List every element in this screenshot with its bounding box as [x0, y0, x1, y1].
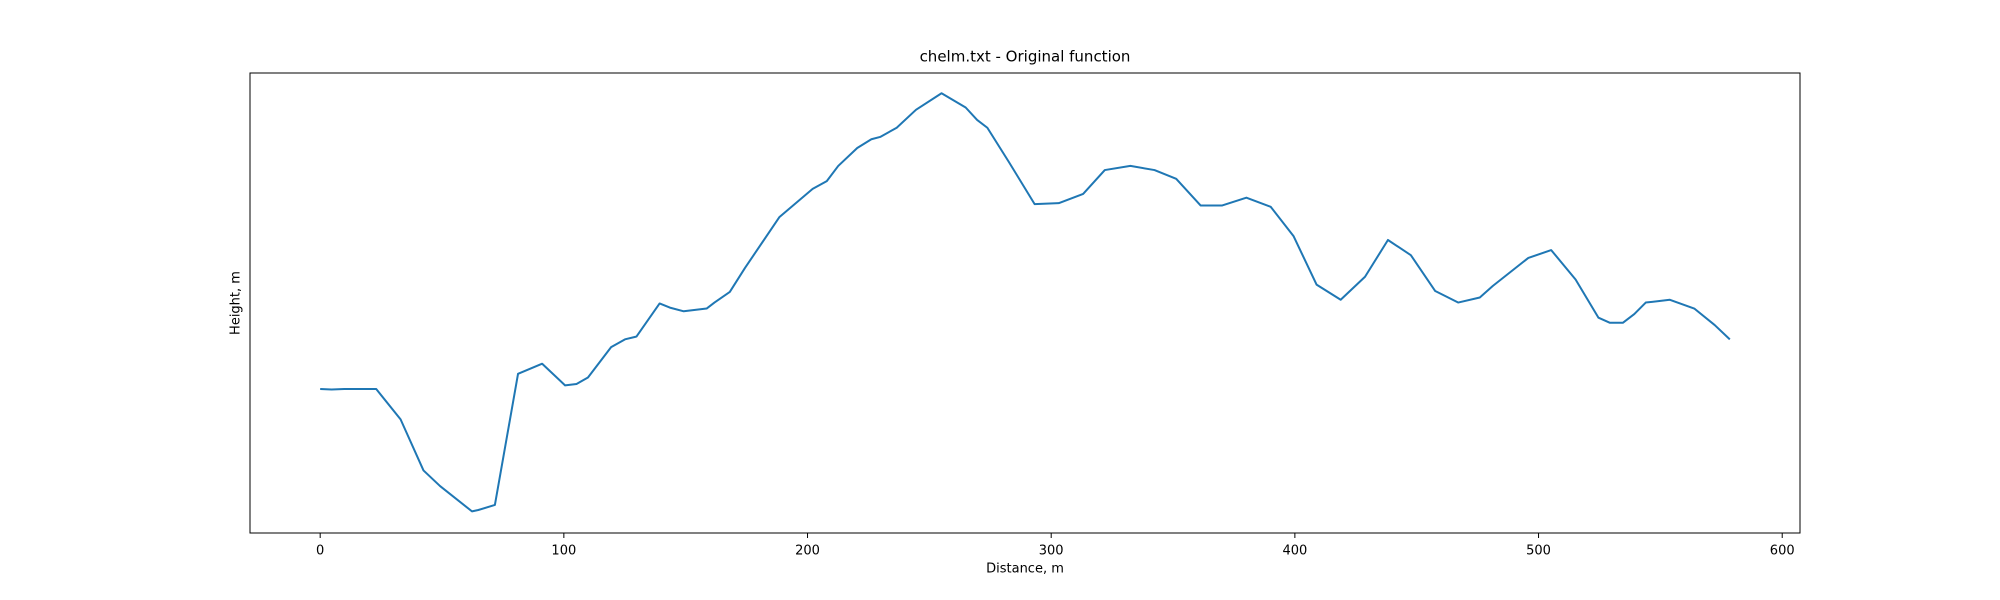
x-tick-label: 400 [1282, 544, 1307, 559]
data-line [320, 92, 1731, 513]
x-tick-label: 100 [551, 544, 576, 559]
x-tick-label: 500 [1526, 544, 1551, 559]
x-tick-label: 200 [795, 544, 820, 559]
y-axis-label: Height, m [229, 271, 244, 335]
x-tick-label: 300 [1039, 544, 1064, 559]
axes-frame [249, 72, 1801, 534]
x-tick-label: 600 [1770, 544, 1795, 559]
x-axis-label: Distance, m [986, 562, 1064, 577]
chart-title: chelm.txt - Original function [920, 48, 1131, 66]
x-tick-label: 0 [316, 544, 324, 559]
